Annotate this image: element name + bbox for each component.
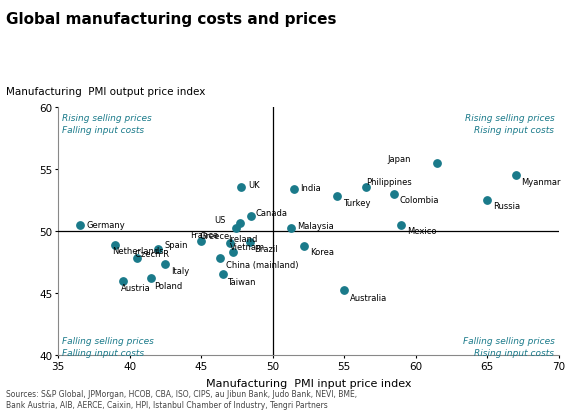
Point bbox=[231, 225, 240, 232]
Text: Rising selling prices
Rising input costs: Rising selling prices Rising input costs bbox=[464, 114, 555, 134]
Text: Russia: Russia bbox=[493, 202, 520, 211]
Point bbox=[389, 191, 399, 197]
Text: Spain: Spain bbox=[164, 240, 187, 249]
Text: Austria: Austria bbox=[121, 284, 151, 293]
Point bbox=[332, 193, 342, 200]
Point bbox=[197, 238, 206, 244]
Point bbox=[247, 213, 256, 220]
Point bbox=[228, 249, 237, 256]
Point bbox=[154, 247, 163, 253]
Point bbox=[215, 255, 225, 262]
Point bbox=[147, 275, 156, 282]
Text: Rising selling prices
Falling input costs: Rising selling prices Falling input cost… bbox=[62, 114, 152, 134]
Point bbox=[339, 287, 349, 294]
Point bbox=[218, 271, 228, 278]
Point bbox=[75, 222, 84, 228]
Text: Vietnam: Vietnam bbox=[230, 243, 265, 252]
Text: Czech R: Czech R bbox=[136, 249, 169, 258]
Point bbox=[245, 239, 254, 246]
Text: Germany: Germany bbox=[87, 221, 126, 230]
Point bbox=[161, 261, 170, 268]
Text: India: India bbox=[300, 183, 321, 192]
Point bbox=[237, 185, 246, 191]
Point bbox=[111, 242, 120, 248]
Text: Canada: Canada bbox=[255, 208, 288, 217]
Point bbox=[361, 185, 370, 191]
Text: Falling selling prices
Falling input costs: Falling selling prices Falling input cos… bbox=[62, 337, 154, 357]
Point bbox=[300, 243, 309, 249]
Text: Manufacturing  PMI output price index: Manufacturing PMI output price index bbox=[6, 87, 205, 97]
Point bbox=[397, 222, 406, 228]
Text: Taiwan: Taiwan bbox=[227, 278, 255, 287]
Text: Colombia: Colombia bbox=[400, 196, 439, 205]
Point bbox=[287, 225, 296, 232]
Text: Myanmar: Myanmar bbox=[521, 177, 561, 186]
Text: Malaysia: Malaysia bbox=[297, 222, 333, 231]
Point bbox=[132, 255, 141, 262]
Text: Poland: Poland bbox=[154, 281, 182, 290]
Text: Netherlands: Netherlands bbox=[112, 247, 164, 256]
Point bbox=[289, 186, 299, 192]
Text: Italy: Italy bbox=[171, 266, 189, 275]
Text: Turkey: Turkey bbox=[343, 198, 370, 207]
Text: Philippines: Philippines bbox=[365, 177, 411, 186]
Text: Mexico: Mexico bbox=[407, 227, 436, 236]
Point bbox=[482, 197, 492, 204]
Text: Sources: S&P Global, JPMorgan, HCOB, CBA, ISO, CIPS, au Jibun Bank, Judo Bank, N: Sources: S&P Global, JPMorgan, HCOB, CBA… bbox=[6, 389, 357, 409]
Point bbox=[511, 172, 520, 179]
Text: UK: UK bbox=[249, 181, 260, 190]
Text: US: US bbox=[214, 215, 225, 224]
Point bbox=[432, 160, 442, 166]
X-axis label: Manufacturing  PMI input price index: Manufacturing PMI input price index bbox=[205, 377, 411, 388]
Text: Japan: Japan bbox=[387, 155, 411, 164]
Text: Greece: Greece bbox=[200, 232, 230, 241]
Text: Ireland: Ireland bbox=[228, 234, 258, 243]
Text: Falling selling prices
Rising input costs: Falling selling prices Rising input cost… bbox=[463, 337, 555, 357]
Point bbox=[225, 240, 235, 247]
Text: Australia: Australia bbox=[350, 294, 387, 303]
Text: France: France bbox=[190, 230, 218, 240]
Text: Global manufacturing costs and prices: Global manufacturing costs and prices bbox=[6, 12, 336, 27]
Text: Korea: Korea bbox=[310, 248, 334, 257]
Point bbox=[118, 278, 127, 284]
Point bbox=[235, 221, 244, 227]
Text: China (mainland): China (mainland) bbox=[225, 260, 298, 269]
Text: Brazil: Brazil bbox=[254, 244, 278, 253]
